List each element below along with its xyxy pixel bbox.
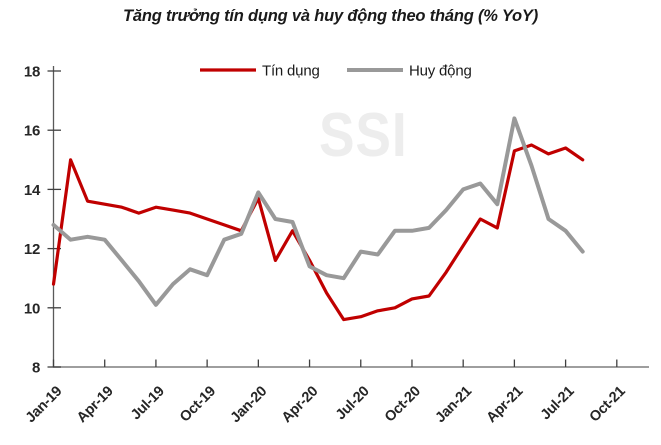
y-tick-label: 14 (24, 182, 41, 199)
x-tick-label: Jul-19 (128, 383, 168, 423)
x-tick-label: Apr-21 (484, 383, 527, 426)
x-tick-label: Oct-20 (382, 383, 424, 425)
y-tick-label: 12 (24, 241, 40, 258)
x-tick-label: Jul-20 (333, 383, 373, 423)
legend-label-huy-dong: Huy động (409, 63, 472, 80)
y-tick-label: 10 (24, 300, 40, 317)
series-line-huy-dong (51, 116, 585, 307)
x-tick-label: Oct-21 (587, 383, 629, 425)
x-tick-label: Jan-21 (432, 383, 475, 426)
x-tick-label: Jan-20 (228, 383, 271, 426)
y-tick-label: 18 (24, 64, 40, 81)
series-line-tin-dung (51, 143, 585, 322)
legend: Tín dụng Huy động (200, 63, 472, 80)
x-tick-label: Apr-19 (74, 383, 117, 426)
x-tick-label: Apr-20 (279, 383, 322, 426)
x-tick-label: Jan-19 (23, 383, 66, 426)
ssi-watermark: SSI (319, 101, 408, 170)
x-tick-label: Jul-21 (538, 383, 578, 423)
chart-title: Tăng trưởng tín dụng và huy động theo th… (122, 7, 539, 25)
y-tick-label: 8 (32, 360, 40, 377)
y-tick-label: 16 (24, 123, 40, 140)
legend-label-tin-dung: Tín dụng (262, 63, 320, 80)
series-lines (51, 116, 585, 322)
x-tick-label: Oct-19 (177, 383, 219, 425)
